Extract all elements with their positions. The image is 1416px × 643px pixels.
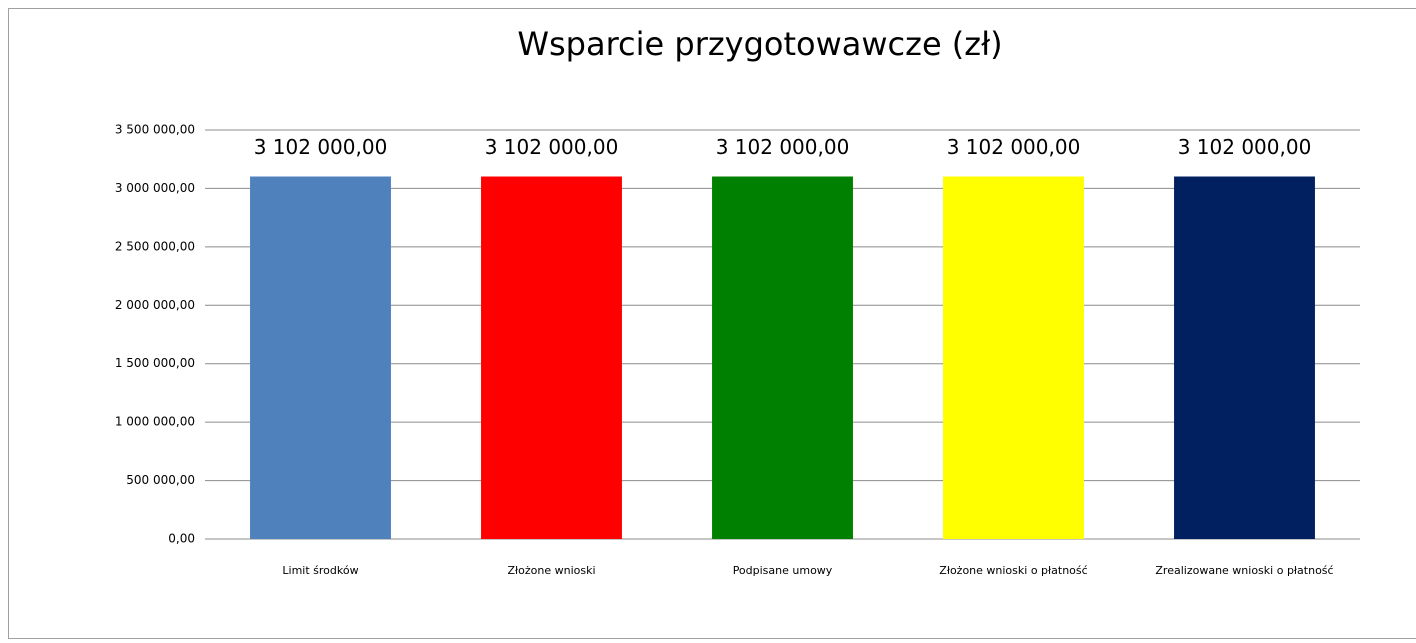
bar [712,176,853,539]
x-tick-label: Podpisane umowy [733,564,833,577]
x-tick-label: Złożone wnioski [507,564,595,577]
x-tick-label: Złożone wnioski o płatność [939,564,1087,577]
x-tick-label: Zrealizowane wnioski o płatność [1155,564,1333,577]
chart-title: Wsparcie przygotowawcze (zł) [517,25,1002,63]
bar [943,176,1084,539]
bar [250,176,391,539]
data-label: 3 102 000,00 [947,135,1081,159]
data-label: 3 102 000,00 [1178,135,1312,159]
y-tick-label: 2 000 000,00 [115,298,195,312]
y-tick-label: 3 000 000,00 [115,181,195,195]
bar [1174,176,1315,539]
y-tick-label: 1 000 000,00 [115,415,195,429]
y-tick-label: 0,00 [168,532,195,546]
y-tick-label: 1 500 000,00 [115,356,195,370]
y-tick-label: 2 500 000,00 [115,239,195,253]
x-tick-label: Limit środków [282,564,358,577]
data-label: 3 102 000,00 [254,135,388,159]
data-label: 3 102 000,00 [485,135,619,159]
bar [481,176,622,539]
y-tick-label: 500 000,00 [126,473,195,487]
y-tick-label: 3 500 000,00 [115,123,195,137]
data-label: 3 102 000,00 [716,135,850,159]
